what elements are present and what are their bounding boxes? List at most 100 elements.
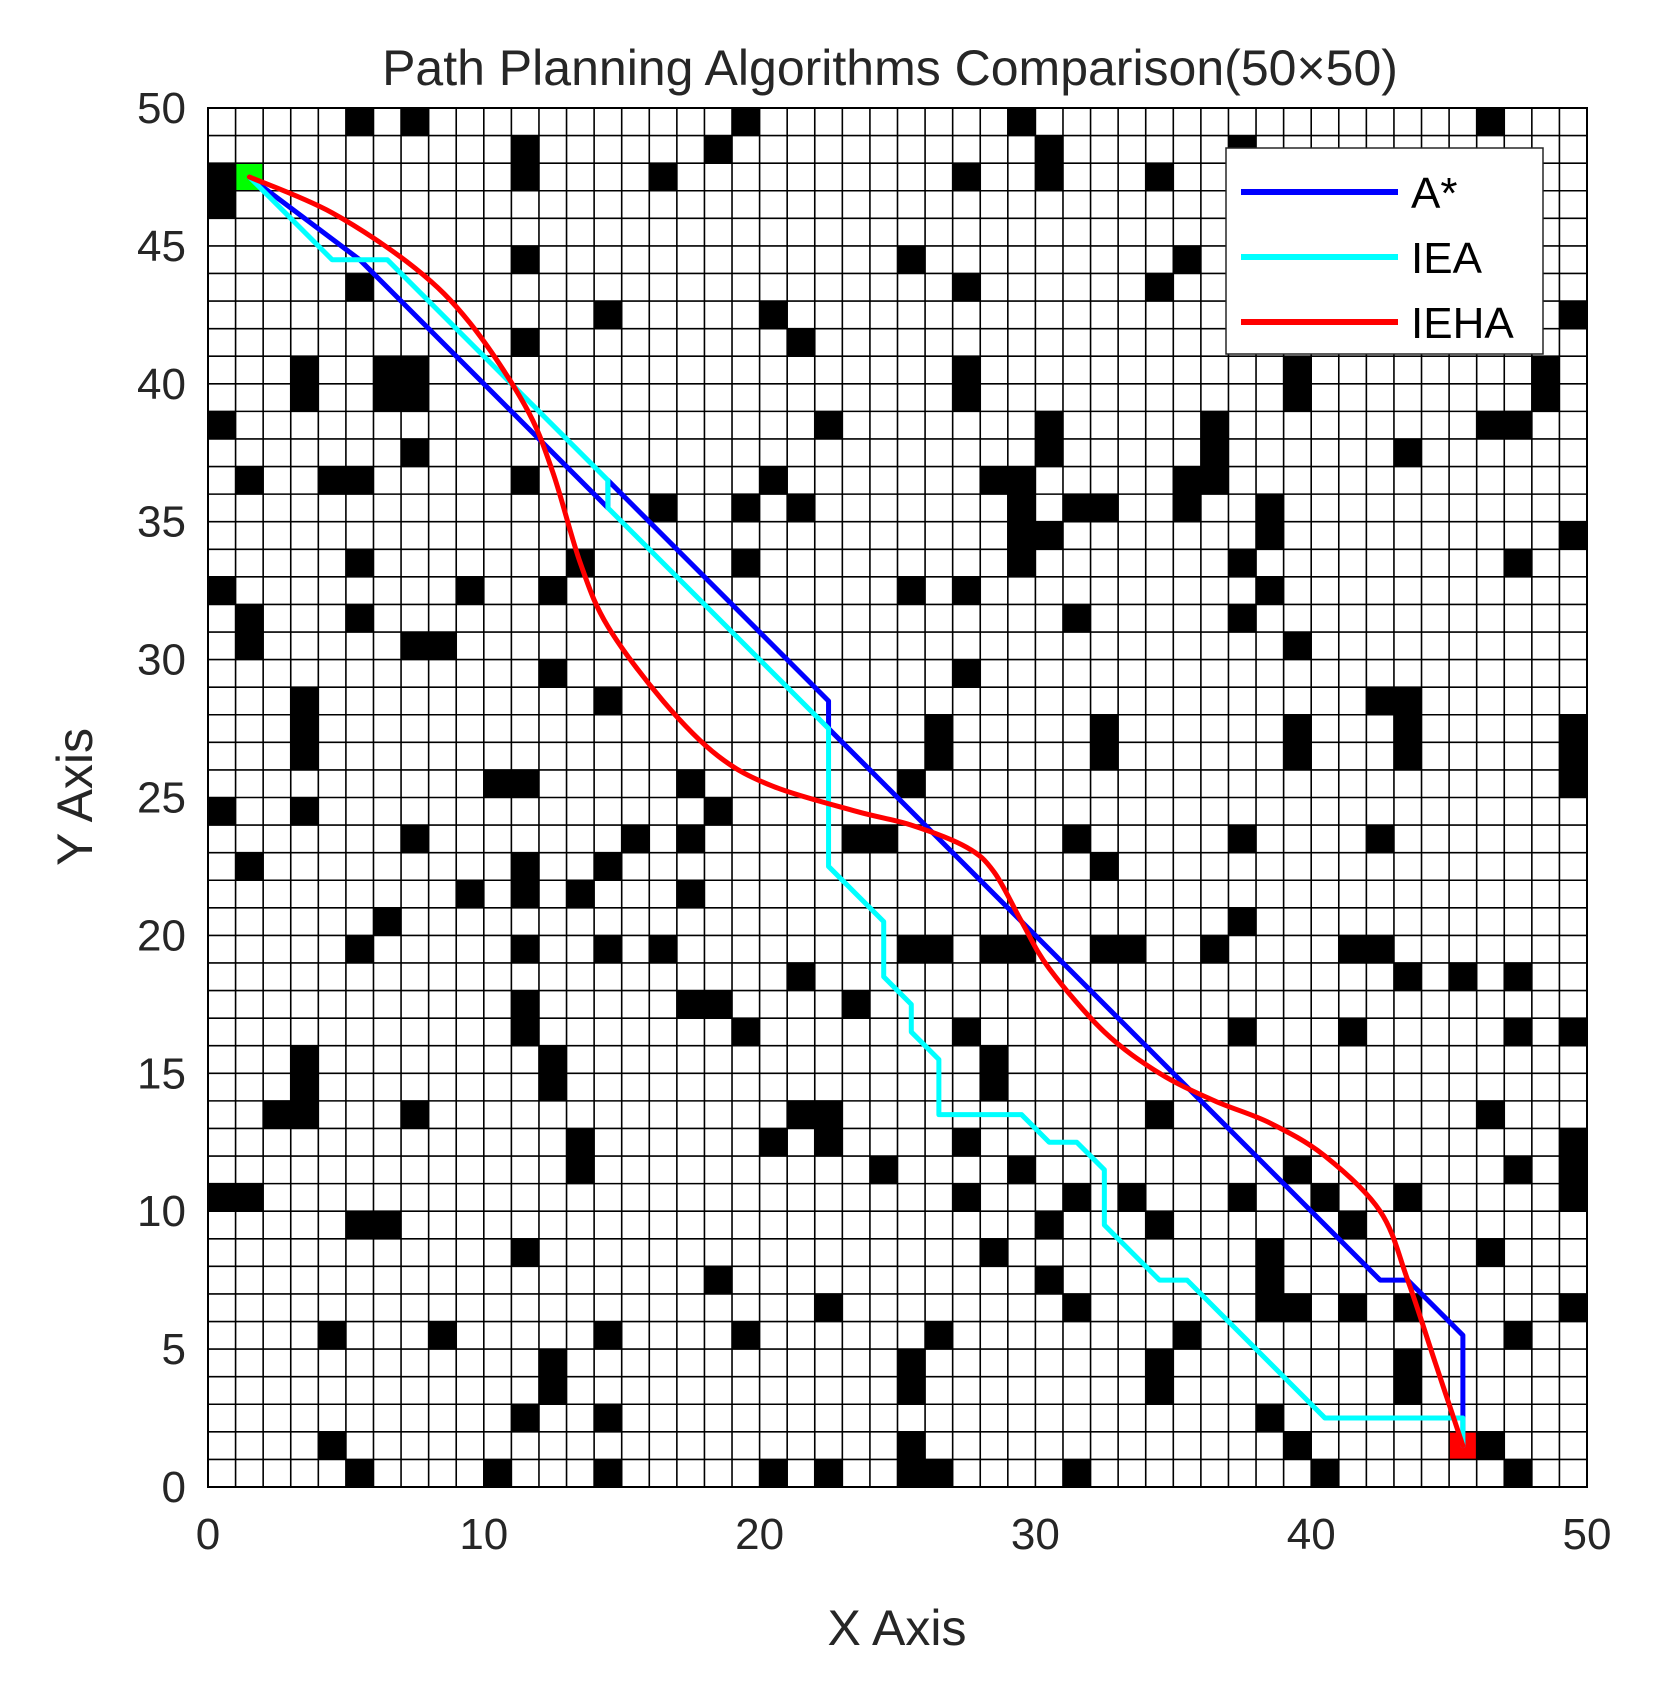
obstacle-cell <box>814 411 843 439</box>
obstacle-cell <box>1559 769 1587 798</box>
obstacle-cell <box>318 466 346 495</box>
obstacle-cell <box>594 1459 622 1487</box>
obstacle-cell <box>1145 1376 1174 1405</box>
y-tick-label: 40 <box>137 360 186 409</box>
obstacle-cell <box>621 825 650 853</box>
obstacle-cell <box>759 301 788 329</box>
obstacle-cell <box>1090 742 1119 770</box>
obstacle-cell <box>1559 1293 1587 1322</box>
obstacle-cell <box>428 1321 457 1350</box>
obstacle-cell <box>566 1156 595 1184</box>
obstacle-cell <box>1035 1211 1063 1239</box>
obstacle-cell <box>1256 1293 1284 1322</box>
obstacle-cell <box>925 714 953 743</box>
obstacle-cell <box>952 383 981 412</box>
obstacle-cell <box>897 769 926 798</box>
obstacle-cell <box>373 383 402 412</box>
obstacle-cell <box>1256 1404 1284 1432</box>
obstacle-cell <box>511 852 539 881</box>
x-tick-label: 0 <box>196 1510 220 1559</box>
obstacle-cell <box>1145 1211 1174 1239</box>
legend: A* IEA IEHA <box>1225 147 1544 355</box>
obstacle-cell <box>511 769 539 798</box>
obstacle-cell <box>1559 301 1587 329</box>
obstacle-cell <box>649 494 677 522</box>
obstacle-cell <box>1062 825 1091 853</box>
obstacle-cell <box>208 163 236 191</box>
y-tick-label: 45 <box>137 222 186 271</box>
obstacle-cell <box>1338 935 1367 963</box>
y-tick-label: 15 <box>137 1049 186 1098</box>
obstacle-cell <box>1449 962 1477 991</box>
obstacle-cell <box>1035 521 1063 550</box>
obstacle-cell <box>1035 438 1063 467</box>
obstacle-cell <box>1283 383 1312 412</box>
obstacle-cell <box>1145 1349 1174 1377</box>
obstacle-cell <box>1393 742 1422 770</box>
obstacle-cell <box>594 852 622 881</box>
obstacle-cell <box>814 1459 843 1487</box>
obstacle-cell <box>511 163 539 191</box>
obstacle-cell <box>566 1128 595 1157</box>
series-line-a <box>246 174 1466 1449</box>
x-tick-label: 50 <box>1563 1510 1612 1559</box>
obstacle-cell <box>318 1431 346 1460</box>
obstacle-cell <box>1173 494 1201 522</box>
obstacle-cell <box>732 1321 760 1350</box>
obstacle-cell <box>1228 825 1257 853</box>
obstacle-cell <box>1311 1183 1339 1212</box>
obstacle-cell <box>401 383 429 412</box>
series-line-ieha <box>246 174 1466 1449</box>
obstacle-cell <box>1504 549 1532 577</box>
obstacle-cell <box>1035 1266 1063 1294</box>
obstacle-cell <box>235 632 264 660</box>
obstacle-cell <box>759 1459 788 1487</box>
obstacle-cell <box>704 990 733 1019</box>
obstacle-cell <box>1504 1156 1532 1184</box>
obstacle-cell <box>925 935 953 963</box>
y-tick-label: 20 <box>137 911 186 960</box>
obstacle-cell <box>1007 466 1036 495</box>
obstacle-cell <box>1062 604 1091 633</box>
obstacle-cell <box>1062 1183 1091 1212</box>
obstacle-cell <box>1283 1156 1312 1184</box>
obstacle-cell <box>952 659 981 688</box>
obstacle-cell <box>1173 466 1201 495</box>
obstacle-cell <box>952 1128 981 1157</box>
obstacle-cell <box>1145 273 1174 302</box>
obstacle-cell <box>787 1100 815 1129</box>
obstacle-cell <box>594 1321 622 1350</box>
obstacle-cell <box>925 1321 953 1350</box>
obstacle-cell <box>538 1349 567 1377</box>
obstacle-cell <box>897 245 926 274</box>
obstacle-cell <box>511 1238 539 1267</box>
obstacle-cell <box>897 1459 926 1487</box>
obstacle-cell <box>401 438 429 467</box>
obstacle-cell <box>1476 411 1505 439</box>
obstacle-cell <box>1559 1183 1587 1212</box>
obstacle-cell <box>1283 632 1312 660</box>
y-tick-label: 35 <box>137 498 186 547</box>
obstacle-cell <box>1559 714 1587 743</box>
obstacle-cell <box>345 1459 374 1487</box>
x-tick-label: 20 <box>735 1510 784 1559</box>
obstacle-cell <box>676 825 705 853</box>
obstacles-layer <box>208 108 1587 1487</box>
obstacle-cell <box>1283 1431 1312 1460</box>
obstacle-cell <box>1338 1211 1367 1239</box>
series-layer <box>246 174 1466 1449</box>
obstacle-cell <box>925 1459 953 1487</box>
obstacle-cell <box>676 880 705 908</box>
obstacle-cell <box>290 1073 319 1101</box>
obstacle-cell <box>318 1321 346 1350</box>
obstacle-cell <box>676 990 705 1019</box>
legend-items: A* IEA IEHA <box>1241 169 1514 348</box>
obstacle-cell <box>732 108 760 136</box>
obstacle-cell <box>1256 576 1284 605</box>
obstacle-cell <box>980 935 1008 963</box>
obstacle-cell <box>1338 1018 1367 1046</box>
y-tick-labels: 0 5 10 15 20 25 30 35 40 45 50 <box>137 84 186 1512</box>
obstacle-cell <box>649 163 677 191</box>
obstacle-cell <box>345 273 374 302</box>
obstacle-cell <box>345 108 374 136</box>
